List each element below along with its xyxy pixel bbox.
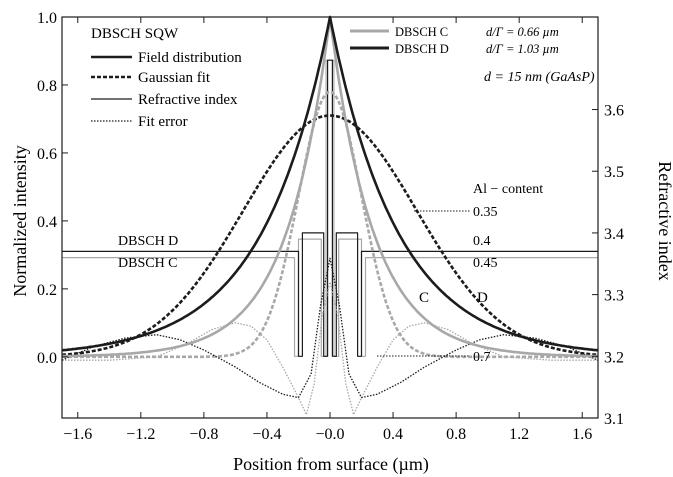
legend-gaussian-label: Gaussian fit <box>138 70 211 86</box>
curve-label-d: D <box>477 290 488 306</box>
tick-layer: −1.6 −1.2 −0.8 −0.4 −0.0 0.4 0.8 1.2 1.6 0.0 0.2 0.… <box>37 10 624 443</box>
series-refractive-index-d <box>62 59 598 357</box>
y-tick-label: 1.0 <box>37 10 57 27</box>
series-gaussian-fit-c <box>62 90 598 359</box>
al-value-0.35: 0.35 <box>473 205 498 220</box>
series-fit-error-c <box>62 281 598 416</box>
y2-axis-title: Refractive index <box>655 161 673 280</box>
y-tick-label: 0.4 <box>37 214 57 231</box>
al-value-0.4: 0.4 <box>473 234 491 249</box>
x-tick-label: −0.8 <box>189 426 218 443</box>
x-tick-label: 0.8 <box>446 426 466 443</box>
legend-field-label: Field distribution <box>138 50 242 66</box>
curve-label-c: C <box>419 290 429 306</box>
x-tick-label: 0.4 <box>383 426 403 443</box>
x-tick-label: 1.2 <box>509 426 529 443</box>
legend-d-param: d/Γ = 1.03 µm <box>486 42 559 56</box>
y2-tick-label: 3.1 <box>604 411 624 428</box>
x-tick-label: −0.4 <box>252 426 281 443</box>
y2-tick-label: 3.3 <box>604 288 624 305</box>
cladding-label-c: DBSCH C <box>118 256 178 271</box>
cladding-label-d: DBSCH D <box>118 234 178 249</box>
series-gaussian-fit-d <box>61 114 599 357</box>
x-axis-title: Position from surface (µm) <box>233 454 429 475</box>
x-tick-label: −1.2 <box>126 426 155 443</box>
y-tick-label: 0.6 <box>37 146 57 163</box>
thickness-annotation: d = 15 nm (GaAsP) <box>484 70 595 85</box>
y2-tick-label: 3.4 <box>604 226 624 243</box>
y2-tick-label: 3.5 <box>604 164 624 181</box>
legend-c-name: DBSCH C <box>395 25 448 39</box>
legend-d-name: DBSCH D <box>395 42 449 56</box>
legend-error-label: Fit error <box>138 114 188 130</box>
legend-index-label: Refractive index <box>138 92 238 108</box>
al-value-0.7: 0.7 <box>473 350 491 365</box>
y-tick-label: 0.8 <box>37 78 57 95</box>
legend-c-param: d/Γ = 0.66 µm <box>486 25 559 39</box>
al-value-0.45: 0.45 <box>473 256 498 271</box>
series-fit-error-d <box>61 257 599 399</box>
x-tick-label: −0.0 <box>315 426 344 443</box>
y-tick-label: 0.0 <box>37 350 57 367</box>
y2-tick-label: 3.2 <box>604 349 624 366</box>
y-tick-label: 0.2 <box>37 282 57 299</box>
y2-tick-label: 3.6 <box>604 103 624 120</box>
x-tick-label: 1.6 <box>572 426 592 443</box>
y-axis-title: Normalized intensity <box>10 145 30 296</box>
x-tick-label: −1.6 <box>63 426 92 443</box>
legend-title: DBSCH SQW <box>91 26 179 42</box>
al-content-title: Al − content <box>473 182 543 197</box>
